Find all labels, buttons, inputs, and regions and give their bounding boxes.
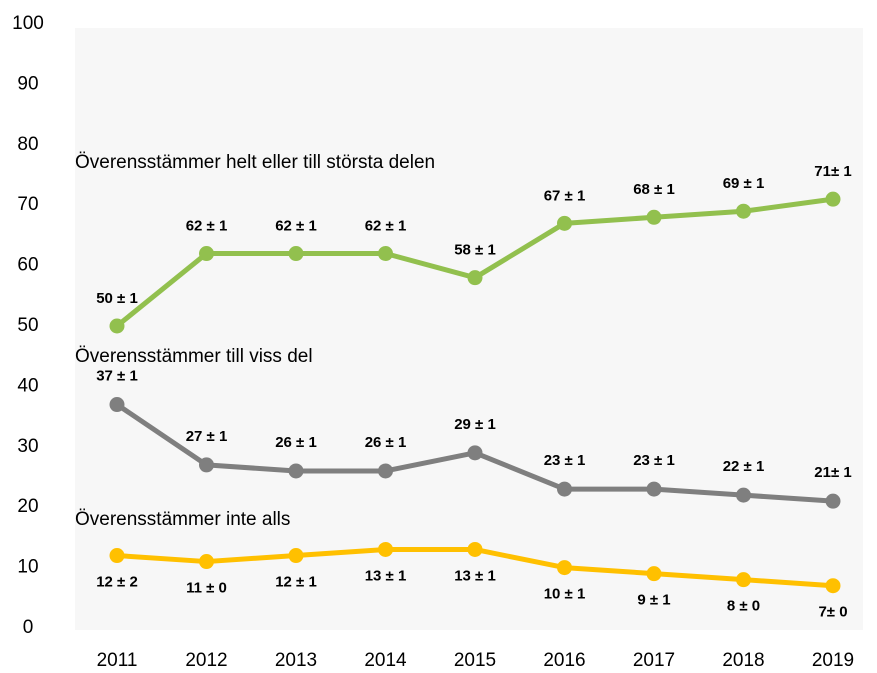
data-label: 62 ± 1 (275, 217, 317, 234)
data-point (378, 246, 393, 262)
data-label: 69 ± 1 (723, 175, 765, 192)
data-point (825, 578, 841, 594)
data-label: 23 ± 1 (544, 452, 586, 469)
x-tick-label: 2013 (275, 650, 317, 671)
data-label: 21± 1 (814, 464, 851, 481)
data-point (467, 541, 483, 557)
data-point (288, 246, 304, 262)
data-point (646, 481, 662, 497)
x-tick-label: 2016 (543, 650, 585, 671)
y-tick-label: 70 (17, 194, 38, 215)
data-point (199, 554, 214, 570)
data-point (825, 191, 841, 207)
data-label: 29 ± 1 (454, 416, 496, 433)
y-tick-label: 30 (17, 436, 38, 457)
data-point (199, 457, 214, 473)
data-point (557, 481, 572, 497)
data-point (378, 463, 393, 479)
data-point (109, 318, 125, 334)
y-tick-label: 50 (17, 315, 38, 336)
data-point (825, 493, 841, 509)
data-label: 12 ± 1 (275, 573, 317, 590)
series-name: Överensstämmer helt eller till största d… (75, 152, 435, 173)
data-point (109, 548, 125, 564)
data-label: 71± 1 (814, 163, 851, 180)
y-tick-label: 10 (17, 557, 38, 578)
y-tick-label: 90 (17, 73, 38, 94)
x-tick-label: 2018 (722, 650, 764, 671)
data-point (378, 541, 393, 557)
x-tick-label: 2017 (633, 650, 675, 671)
data-label: 62 ± 1 (186, 217, 228, 234)
data-label: 26 ± 1 (275, 434, 317, 451)
data-label: 8 ± 0 (727, 598, 760, 615)
data-label: 50 ± 1 (96, 290, 138, 307)
data-label: 68 ± 1 (633, 181, 675, 198)
data-point (199, 246, 214, 262)
y-tick-label: 80 (17, 134, 38, 155)
data-point (288, 463, 304, 479)
data-label: 67 ± 1 (544, 187, 586, 204)
y-tick-label: 100 (12, 13, 44, 34)
data-point (109, 397, 125, 413)
y-tick-label: 60 (17, 255, 38, 276)
data-label: 7± 0 (818, 604, 847, 621)
data-label: 22 ± 1 (723, 458, 765, 475)
x-tick-label: 2011 (97, 650, 138, 671)
data-point (467, 270, 483, 286)
data-label: 23 ± 1 (633, 452, 675, 469)
y-tick-label: 40 (17, 375, 38, 396)
data-point (736, 572, 751, 588)
x-tick-label: 2019 (812, 650, 854, 671)
data-label: 10 ± 1 (544, 586, 586, 603)
data-point (646, 209, 662, 225)
data-label: 58 ± 1 (454, 242, 496, 259)
plot-area (75, 28, 863, 630)
y-tick-label: 20 (17, 496, 38, 517)
data-label: 13 ± 1 (365, 567, 407, 584)
data-point (557, 215, 572, 231)
data-label: 11 ± 0 (186, 580, 227, 597)
data-point (288, 548, 304, 564)
data-point (467, 445, 483, 461)
data-label: 37 ± 1 (96, 367, 138, 384)
data-label: 9 ± 1 (637, 592, 670, 609)
series-name: Överensstämmer till viss del (75, 346, 313, 367)
data-point (736, 203, 751, 219)
data-label: 13 ± 1 (454, 567, 496, 584)
series-name: Överensstämmer inte alls (75, 509, 290, 530)
x-tick-label: 2012 (185, 650, 227, 671)
x-tick-label: 2015 (454, 650, 496, 671)
data-label: 12 ± 2 (96, 573, 138, 590)
data-label: 27 ± 1 (186, 428, 228, 445)
data-label: 62 ± 1 (365, 217, 407, 234)
data-point (736, 487, 751, 503)
x-tick-label: 2014 (364, 650, 407, 671)
data-label: 26 ± 1 (365, 434, 407, 451)
data-point (646, 566, 662, 582)
data-point (557, 560, 572, 576)
y-tick-label: 0 (23, 617, 34, 638)
